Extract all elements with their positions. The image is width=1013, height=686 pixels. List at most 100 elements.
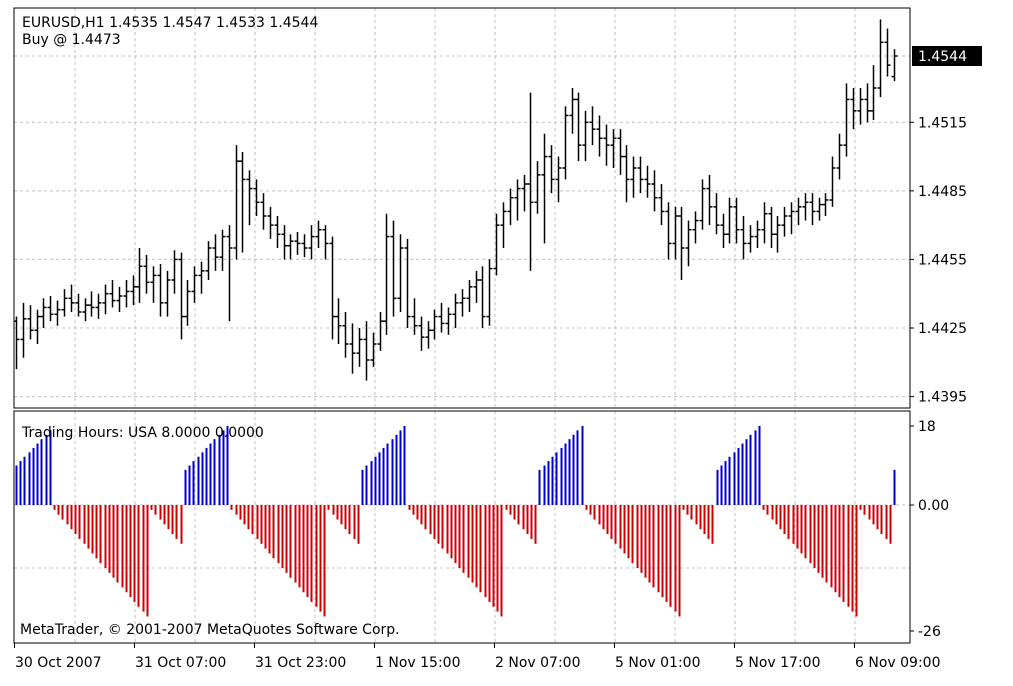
ohlc-bar bbox=[603, 124, 610, 166]
ohlc-bar bbox=[493, 213, 500, 276]
ohlc-bar bbox=[82, 298, 89, 322]
ohlc-bar bbox=[459, 289, 466, 317]
ohlc-bar bbox=[781, 206, 788, 237]
ohlc-bar bbox=[541, 133, 548, 244]
ohlc-bar bbox=[747, 225, 754, 253]
ohlc-bar bbox=[95, 293, 102, 319]
ohlc-bar bbox=[816, 197, 823, 221]
ohlc-bar bbox=[342, 312, 349, 358]
price-pane: EURUSD,H1 1.4535 1.4547 1.4533 1.4544 Bu… bbox=[13, 7, 982, 409]
ohlc-bar bbox=[706, 174, 713, 226]
ohlc-bar bbox=[281, 225, 288, 260]
ohlc-bar bbox=[198, 261, 205, 294]
ohlc-bar bbox=[507, 188, 514, 226]
time-tick-label: 5 Nov 17:00 bbox=[735, 655, 820, 671]
ohlc-bar bbox=[857, 88, 864, 125]
ohlc-bar bbox=[864, 83, 871, 123]
ohlc-bar bbox=[527, 92, 534, 271]
indicator-axis: 18 0.00 -26 bbox=[910, 419, 949, 640]
ohlc-bar bbox=[788, 202, 795, 235]
indicator-tick-label: -26 bbox=[918, 624, 941, 640]
ohlc-bar bbox=[575, 92, 582, 162]
ohlc-bar bbox=[370, 332, 377, 367]
copyright-notice: MetaTrader, © 2001-2007 MetaQuotes Softw… bbox=[20, 622, 400, 638]
ohlc-bar bbox=[534, 161, 541, 214]
ohlc-bar bbox=[596, 115, 603, 157]
ohlc-bar bbox=[411, 298, 418, 335]
ohlc-bar bbox=[850, 88, 857, 130]
ohlc-bar bbox=[720, 213, 727, 248]
indicator-title: Trading Hours: USA 8.0000 0.0000 bbox=[21, 425, 264, 441]
ohlc-bar bbox=[466, 280, 473, 312]
ohlc-bar bbox=[569, 88, 576, 134]
ohlc-bar bbox=[548, 145, 555, 194]
ohlc-bar bbox=[390, 220, 397, 317]
ohlc-bar bbox=[555, 156, 562, 203]
ohlc-bar bbox=[260, 193, 267, 230]
ohlc-bar bbox=[246, 170, 253, 226]
ohlc-bar bbox=[322, 225, 329, 260]
ohlc-bar bbox=[425, 321, 432, 349]
ohlc-bar bbox=[658, 184, 665, 226]
time-tick-label: 6 Nov 09:00 bbox=[855, 655, 940, 671]
ohlc-bar bbox=[233, 145, 240, 260]
current-price-label: 1.4544 bbox=[918, 49, 967, 65]
time-tick-label: 1 Nov 15:00 bbox=[375, 655, 460, 671]
ohlc-bar bbox=[205, 241, 212, 280]
ohlc-bar bbox=[27, 305, 34, 340]
price-tick-label: 1.4425 bbox=[918, 321, 967, 337]
ohlc-bar bbox=[617, 129, 624, 175]
ohlc-bar bbox=[178, 252, 185, 340]
ohlc-bar bbox=[157, 264, 164, 317]
ohlc-bar bbox=[829, 156, 836, 207]
time-tick-label: 30 Oct 2007 bbox=[15, 655, 102, 671]
ohlc-bar bbox=[294, 232, 301, 255]
ohlc-bar bbox=[47, 296, 54, 322]
ohlc-bar bbox=[102, 284, 109, 315]
ohlc-bar bbox=[877, 19, 884, 98]
ohlc-bar bbox=[713, 193, 720, 235]
ohlc-bar bbox=[610, 129, 617, 168]
ohlc-bar bbox=[582, 110, 589, 162]
ohlc-bar bbox=[692, 211, 699, 244]
ohlc-bar bbox=[884, 28, 891, 77]
ohlc-bar bbox=[589, 106, 596, 146]
ohlc-bar bbox=[445, 307, 452, 335]
ohlc-bar bbox=[109, 280, 116, 308]
ohlc-bar bbox=[836, 133, 843, 180]
ohlc-bar bbox=[672, 206, 679, 260]
price-axis: 1.4515 1.4485 1.4455 1.4425 1.4395 bbox=[910, 115, 967, 406]
time-tick-label: 31 Oct 07:00 bbox=[135, 655, 226, 671]
time-tick-label: 5 Nov 01:00 bbox=[615, 655, 700, 671]
time-tick-label: 31 Oct 23:00 bbox=[255, 655, 346, 671]
ohlc-bar bbox=[562, 106, 569, 180]
ohlc-bar bbox=[61, 289, 68, 317]
ohlc-bar bbox=[795, 197, 802, 226]
ohlc-bar bbox=[329, 236, 336, 340]
ohlc-bar bbox=[171, 250, 178, 294]
ohlc-bar bbox=[479, 266, 486, 328]
ohlc-bar bbox=[287, 234, 294, 260]
ohlc-bar bbox=[637, 156, 644, 194]
ohlc-bar bbox=[726, 197, 733, 244]
ohlc-bar bbox=[123, 280, 130, 308]
ohlc-bar bbox=[363, 321, 370, 381]
ohlc-bar bbox=[40, 298, 47, 328]
ohlc-bar bbox=[870, 65, 877, 120]
ohlc-bar bbox=[473, 270, 480, 303]
ohlc-bar bbox=[809, 193, 816, 226]
ohlc-bar bbox=[418, 316, 425, 351]
ohlc-bar bbox=[438, 302, 445, 333]
ohlc-bar bbox=[843, 83, 850, 157]
ohlc-bar bbox=[130, 275, 137, 306]
ohlc-bar bbox=[685, 220, 692, 267]
time-axis: 30 Oct 2007 31 Oct 07:00 31 Oct 23:00 1 Nov… bbox=[14, 643, 940, 671]
ohlc-bar bbox=[335, 298, 342, 344]
ohlc-bar bbox=[54, 300, 61, 326]
ohlc-bar bbox=[219, 229, 226, 271]
ohlc-bar bbox=[733, 197, 740, 244]
ohlc-bar bbox=[377, 312, 384, 351]
ohlc-bar bbox=[699, 179, 706, 230]
indicator-pane: Trading Hours: USA 8.0000 0.0000 MetaTra… bbox=[13, 410, 949, 644]
ohlc-bar bbox=[136, 248, 143, 303]
